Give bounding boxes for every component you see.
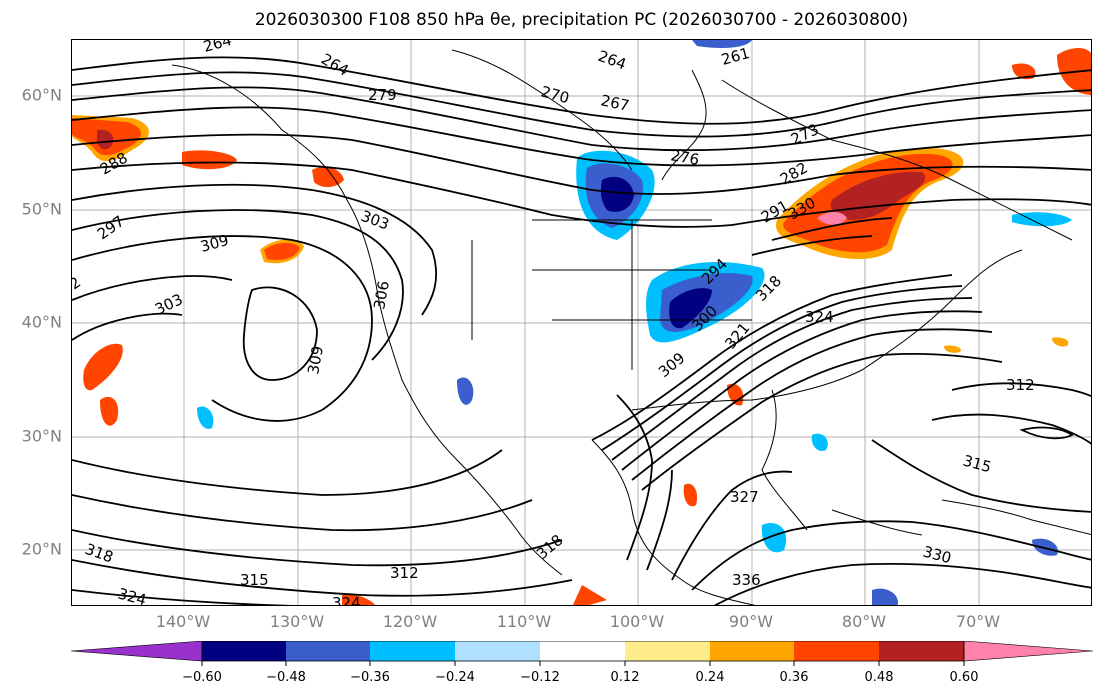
colorbar-tick-label: 0.12 (610, 670, 640, 685)
contour-label: 2 (72, 273, 84, 293)
map-canvas: 264 264 264 279 270 267 261 276 273 282 … (72, 40, 1091, 606)
contour-label: 318 (533, 531, 567, 563)
colorbar-seg-6 (625, 641, 710, 661)
contour-label: 312 (390, 564, 419, 582)
lat-tick-label: 50°N (21, 199, 62, 219)
colorbar (70, 640, 1095, 681)
theta-e-contours (72, 56, 1091, 605)
lon-tick-label: 80°W (841, 612, 887, 631)
lon-tick-label: 100°W (609, 612, 665, 631)
colorbar-seg-5 (540, 641, 625, 661)
contour-label: 264 (318, 50, 352, 80)
contour-label: 330 (921, 542, 953, 567)
contour-label: 264 (201, 40, 233, 56)
lon-tick-label: 140°W (155, 612, 211, 631)
colorbar-seg-10 (963, 640, 1094, 662)
precip-shading (72, 40, 1091, 605)
colorbar-tick-label: 0.48 (864, 670, 894, 685)
colorbar-svg (70, 640, 1094, 666)
contour-label: 324 (116, 584, 148, 606)
colorbar-seg-7 (710, 641, 794, 661)
contour-label: 324 (805, 308, 834, 326)
lon-tick-label: 90°W (728, 612, 774, 631)
contour-label: 309 (304, 344, 327, 375)
contour-label: 267 (599, 91, 631, 115)
lat-tick-label: 30°N (21, 426, 62, 446)
contour-label: 273 (788, 120, 822, 148)
contour-label: 309 (198, 231, 230, 256)
colorbar-tick-label: 0.36 (779, 670, 809, 685)
colorbar-seg-3 (370, 641, 455, 661)
lat-tick-label: 40°N (21, 312, 62, 332)
contour-label: 297 (94, 212, 128, 243)
colorbar-tick-label: 0.24 (695, 670, 725, 685)
lat-tick-label: 60°N (21, 85, 62, 105)
contour-label: 315 (240, 571, 269, 589)
contour-label: 312 (1006, 376, 1035, 394)
colorbar-tick-label: 0.60 (949, 670, 979, 685)
contour-label: 309 (655, 349, 689, 381)
contour-label: 327 (730, 488, 759, 506)
colorbar-seg-8 (794, 641, 879, 661)
colorbar-tick-label: −0.12 (520, 670, 560, 685)
colorbar-tick-label: −0.36 (350, 670, 390, 685)
contour-label: 279 (368, 86, 397, 104)
figure-title: 2026030300 F108 850 hPa θe, precipitatio… (254, 10, 909, 30)
contour-label: 276 (669, 146, 700, 169)
colorbar-tick-label: −0.48 (266, 670, 306, 685)
lon-tick-label: 120°W (382, 612, 438, 631)
coastlines (171, 49, 1091, 605)
contour-label: 315 (961, 451, 993, 476)
colorbar-tick-label: −0.60 (182, 670, 222, 685)
colorbar-seg-4 (455, 641, 540, 661)
contour-label: 336 (732, 571, 761, 589)
colorbar-seg-9 (879, 641, 964, 661)
map-panel: 264 264 264 279 270 267 261 276 273 282 … (71, 39, 1092, 606)
colorbar-seg-1 (202, 641, 286, 661)
contour-label: 264 (596, 47, 629, 74)
lon-tick-label: 110°W (496, 612, 552, 631)
colorbar-seg-2 (286, 641, 370, 661)
contour-label: 306 (370, 279, 393, 310)
contour-label: 324 (332, 594, 361, 606)
colorbar-seg-0 (70, 640, 203, 662)
lon-tick-label: 70°W (955, 612, 1001, 631)
contour-label: 303 (359, 207, 392, 234)
colorbar-tick-label: −0.24 (435, 670, 475, 685)
lat-tick-label: 20°N (21, 539, 62, 559)
lon-tick-label: 130°W (269, 612, 325, 631)
contour-label: 270 (539, 82, 571, 107)
